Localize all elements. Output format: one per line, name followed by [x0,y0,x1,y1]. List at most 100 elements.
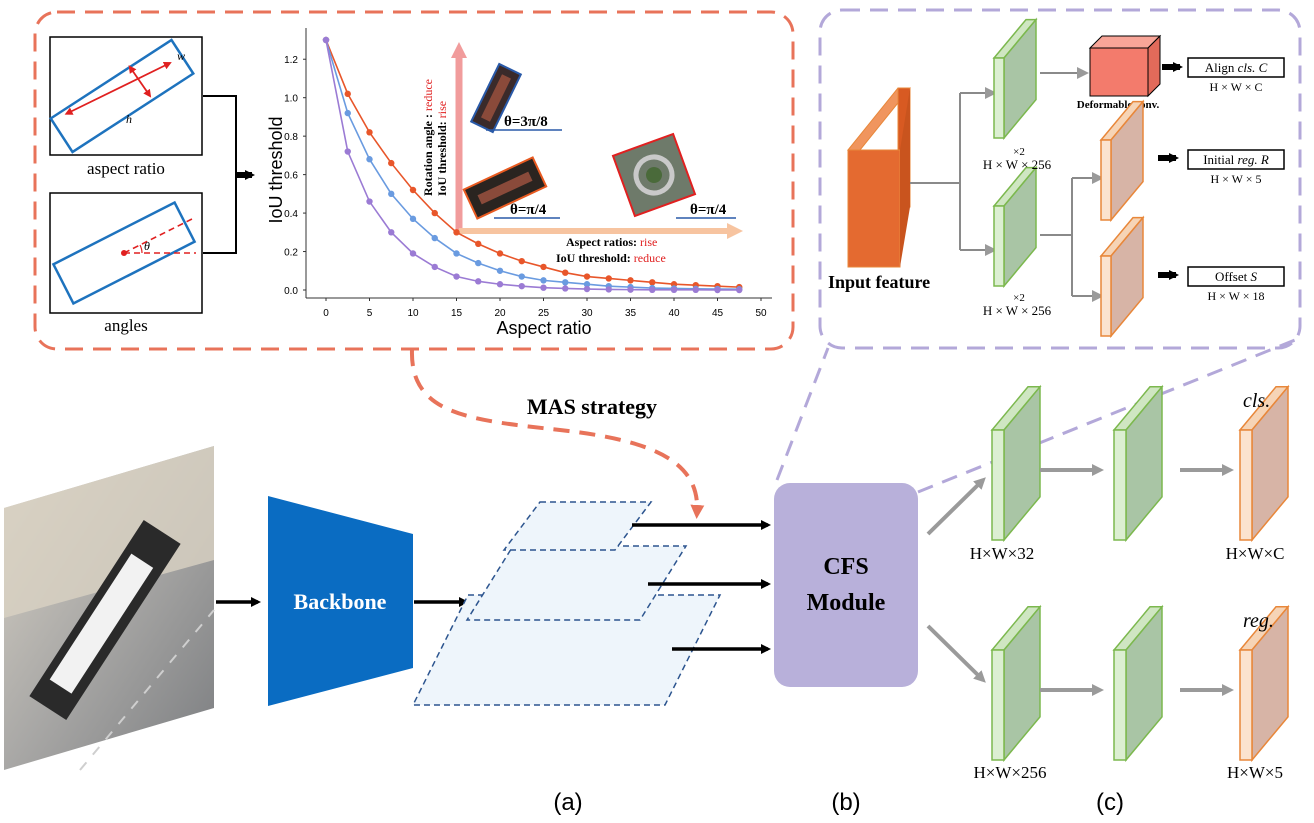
x2-bottom-label: ×2 [1013,292,1025,304]
y-tick-label: 1.0 [284,94,298,105]
series-point [409,215,417,223]
hw256-bottom-label: H × W × 256 [983,303,1052,318]
series-point [540,277,547,284]
input-feature-label: Input feature [828,272,930,292]
series-point [453,229,460,236]
angle-arc [139,244,143,254]
align-cls-box [1187,57,1285,78]
series-point [583,281,591,288]
series-point [496,250,504,257]
w-arrow [128,65,152,98]
x-tick-label: 15 [451,308,463,319]
y-tick-label: 1.2 [284,55,298,66]
zoom-line-right [917,336,1301,494]
series-point [605,286,612,293]
series-point [344,148,351,155]
green-block-bottom [992,165,1038,289]
y-tick-label: 0.0 [284,286,298,297]
rotation-annotation-2: IoU threshold: rise [435,101,449,196]
cfs-detail-border [818,8,1302,350]
series-point [409,250,417,257]
angles-label: angles [104,316,147,335]
input-aerial-image [4,446,215,771]
cls-output-block [1238,384,1290,543]
y-ticks: 0.0 0.2 0.4 0.6 0.8 1.0 1.2 [284,55,306,297]
backbone-label: Backbone [294,589,387,614]
reg-label: reg. [1243,610,1274,632]
green-block-top [992,17,1038,141]
align-dims: H × W × C [1209,80,1262,94]
chart-series [322,36,743,294]
x-tick-label: 40 [668,308,680,319]
green-slab-top [992,17,1038,141]
series-point [475,278,482,285]
series-point [562,279,569,286]
initial-reg-box [1187,149,1285,170]
series-point [562,285,569,292]
mas-strategy-curve [409,349,705,519]
thumbnail-ship-2 [462,156,548,220]
align-cls-label: Align cls. C [1205,60,1268,75]
x-tick-label: 25 [538,308,550,319]
theta-label: θ [144,239,150,253]
y-tick-label: 0.6 [284,171,298,182]
offset-box [1187,266,1285,287]
x-tick-label: 10 [407,308,419,319]
y-tick-label: 0.2 [284,248,298,259]
hwc-label: H×W×C [1226,544,1285,563]
mas-panel-border [33,10,795,351]
series-point [322,36,330,44]
h-label: h [126,112,132,126]
series-point [453,250,460,257]
series-point [605,275,612,282]
x-tick-label: 0 [323,308,329,319]
theta-pi-4-a: θ=π/4 [510,202,547,218]
series-point [518,273,525,280]
orange-slab-reg [1099,99,1145,223]
series-point [344,109,351,117]
head-blocks [990,384,1290,763]
series-point [431,263,438,271]
panel-label-b: (b) [831,789,860,816]
cfs-label-line1: CFS [823,554,868,580]
reg-output-block [1238,604,1290,763]
x-tick-label: 35 [625,308,637,319]
initial-dims: H × W × 5 [1210,172,1261,186]
series-point [496,267,504,274]
w-label: w [177,49,185,63]
zoom-line-left [775,347,830,481]
series-point [670,286,678,294]
angle-center-dot [121,250,127,256]
series-point [540,284,547,291]
series-point [518,282,525,290]
x-tick-label: 5 [367,308,373,319]
deformable-conv-label: Deformable conv. [1077,99,1160,111]
hw256-top-label: H × W × 256 [983,157,1052,172]
iou-threshold-chart: 0.0 0.2 0.4 0.6 0.8 1.0 1.2 0 5 10 15 20 25 30 35 40 45… [266,28,772,338]
initial-reg-label: Initial reg. R [1203,152,1269,167]
series-point [540,263,547,271]
series-point [453,273,460,280]
orange-slab-offset [1099,215,1145,339]
input-feature-block [846,87,912,268]
series-point [366,198,373,205]
series-point [431,209,438,217]
x-tick-label: 30 [581,308,593,319]
series-point [649,286,656,294]
series-point [627,277,634,284]
series-point [409,186,417,194]
rotated-rect-angles [51,200,197,306]
cls-label: cls. [1243,390,1270,412]
series-point [388,159,395,167]
cfs-label-line2: Module [807,590,886,616]
x-tick-label: 45 [712,308,724,319]
reg-block-1 [990,604,1042,763]
series-point [692,286,699,294]
series-point [344,90,351,98]
series-point [475,259,482,267]
mas-strategy-label: MAS strategy [527,394,657,419]
green-slab-bottom [992,165,1038,289]
orange-block-offset [1099,215,1145,339]
aspect-annotation-2: IoU threshold: reduce [556,251,666,265]
series-point [431,234,438,242]
